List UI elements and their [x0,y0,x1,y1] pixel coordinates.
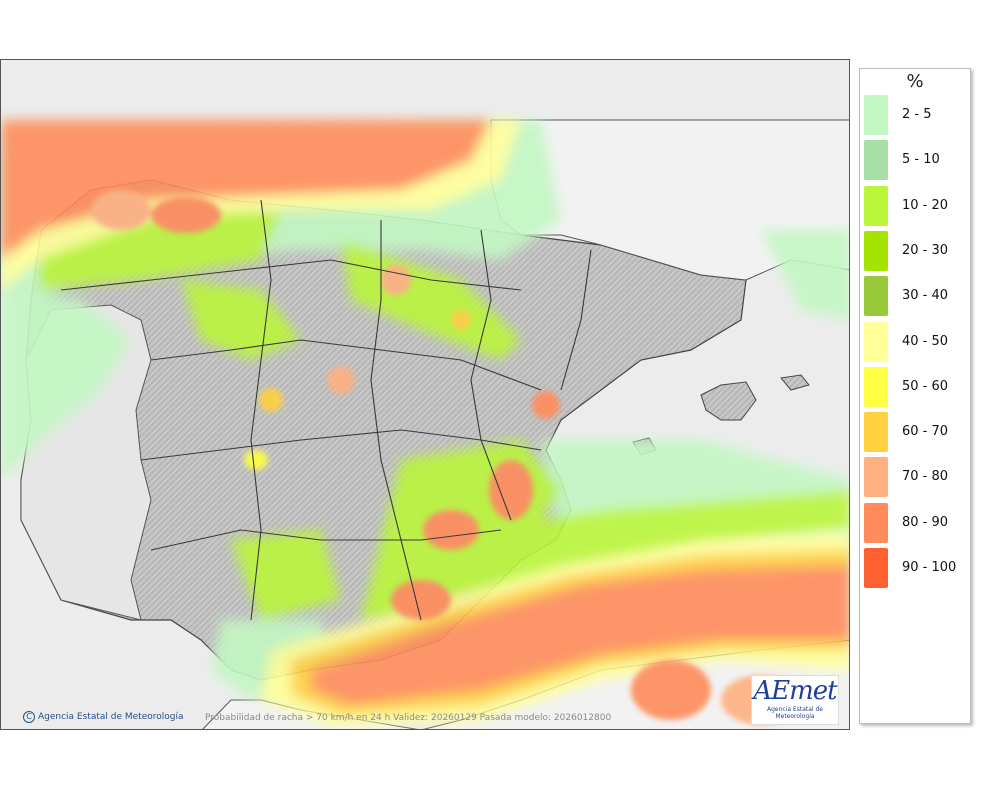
legend-label: 80 - 90 [902,514,949,530]
legend-panel: % 2 - 5 5 - 10 10 - 20 20 - 30 30 - 40 40 - 5… [859,68,971,724]
copyright-notice: C Agencia Estatal de Meteorología [23,711,184,723]
legend-item: 5 - 10 [864,140,968,181]
copyright-text: Agencia Estatal de Meteorología [38,712,184,722]
legend-swatch [864,502,888,543]
legend-item: 2 - 5 [864,95,968,135]
legend-label: 50 - 60 [902,378,949,394]
legend-swatch [864,412,888,453]
legend-item: 40 - 50 [864,321,968,362]
forecast-map: C Agencia Estatal de Meteorología Probabi… [0,59,850,730]
legend-label: 90 - 100 [902,560,957,575]
legend-label: 20 - 30 [902,242,949,258]
legend-label: 40 - 50 [902,333,949,349]
aemet-logo-subtext: Agencia Estatal de Meteorología [766,706,823,720]
aemet-logo-mark: AEmet [753,676,837,706]
aemet-logo: AEmet Agencia Estatal de Meteorología [751,675,839,725]
copyright-icon: C [23,711,35,723]
mallorca [700,381,757,421]
legend-swatch [864,276,888,317]
legend-item: 30 - 40 [864,276,968,317]
legend-item: 20 - 30 [864,230,968,271]
legend-label: 10 - 20 [902,197,949,213]
legend-item: 90 - 100 [864,548,968,588]
legend-label: 70 - 80 [902,469,949,485]
legend-label: 30 - 40 [902,288,949,304]
legend-item: 80 - 90 [864,502,968,543]
legend-label: 2 - 5 [902,107,932,122]
legend-swatch [864,366,888,407]
legend-title: % [906,71,924,92]
legend-swatch [864,230,888,271]
map-canvas [1,60,849,729]
legend-item: 60 - 70 [864,412,968,453]
legend-swatch [864,185,888,226]
legend-swatch [864,321,888,362]
legend-label: 5 - 10 [902,152,940,168]
probability-overlay [1,120,849,725]
map-caption: Probabilidad de racha > 70 km/h en 24 h … [205,713,612,723]
region-borders [60,199,592,621]
menorca [780,374,810,391]
legend-swatch [864,95,888,135]
legend-item: 10 - 20 [864,185,968,226]
legend-swatch [864,548,888,588]
legend-swatch [864,457,888,498]
legend-item: 50 - 60 [864,366,968,407]
legend-item: 70 - 80 [864,457,968,498]
legend-swatch [864,140,888,181]
legend-label: 60 - 70 [902,424,949,440]
